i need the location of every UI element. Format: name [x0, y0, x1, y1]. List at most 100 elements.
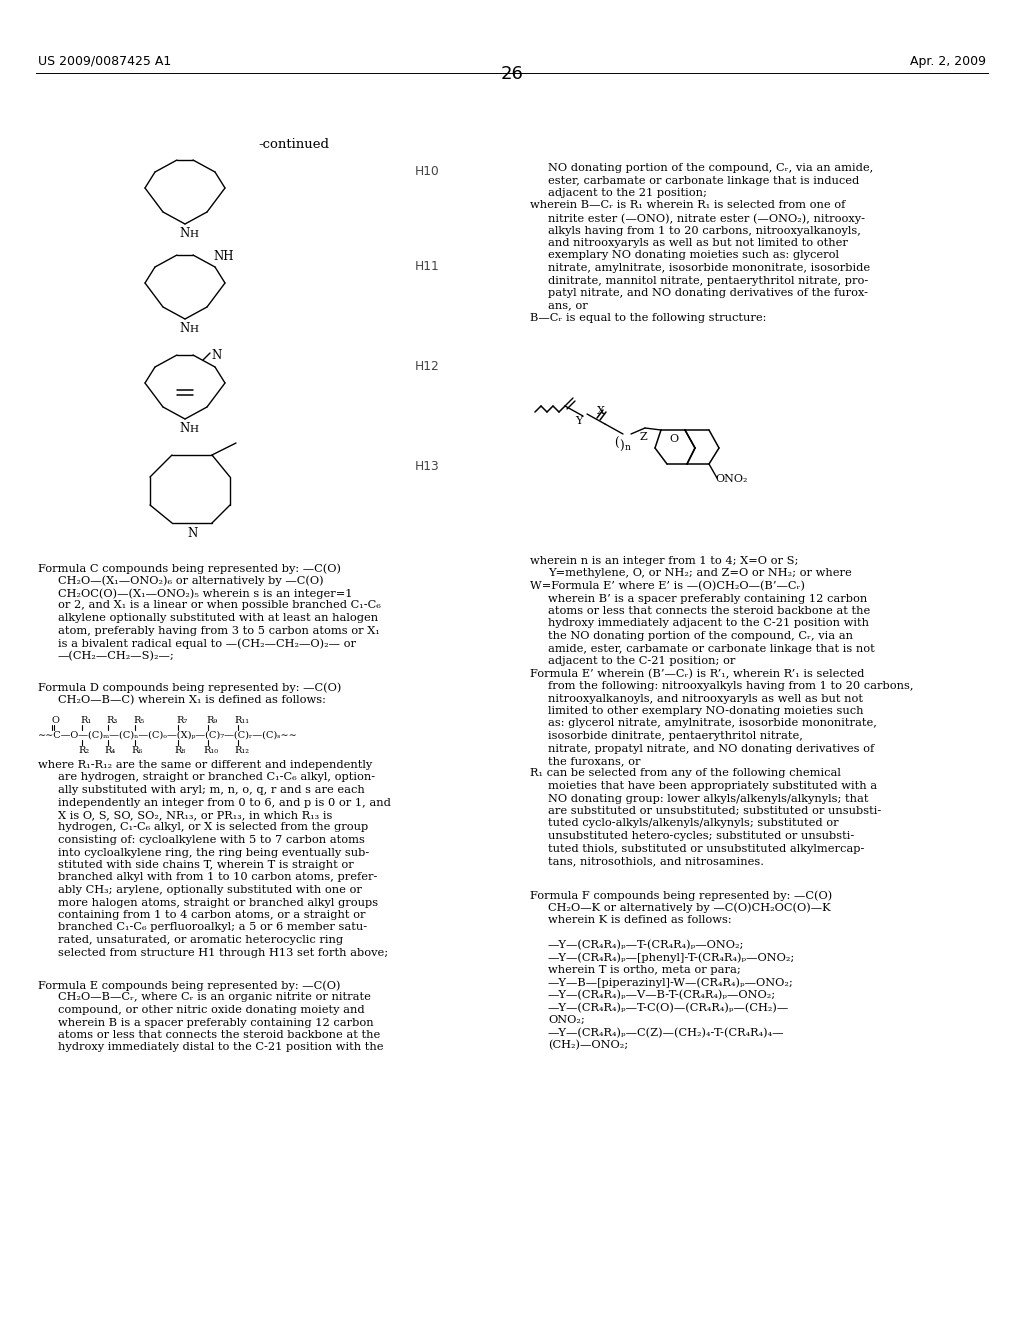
Text: ester, carbamate or carbonate linkage that is induced: ester, carbamate or carbonate linkage th… [548, 176, 859, 186]
Text: H: H [189, 230, 198, 239]
Text: R₈: R₈ [174, 746, 185, 755]
Text: H: H [189, 425, 198, 434]
Text: O: O [669, 434, 678, 444]
Text: patyl nitrate, and NO donating derivatives of the furox-: patyl nitrate, and NO donating derivativ… [548, 288, 868, 298]
Text: where R₁-R₁₂ are the same or different and independently: where R₁-R₁₂ are the same or different a… [38, 760, 373, 770]
Text: moieties that have been appropriately substituted with a: moieties that have been appropriately su… [548, 781, 878, 791]
Text: H10: H10 [415, 165, 439, 178]
Text: ably CH₃; arylene, optionally substituted with one or: ably CH₃; arylene, optionally substitute… [58, 884, 361, 895]
Text: N: N [187, 527, 198, 540]
Text: R₅: R₅ [133, 715, 144, 725]
Text: R₆: R₆ [131, 746, 142, 755]
Text: unsubstituted hetero-cycles; substituted or unsubsti-: unsubstituted hetero-cycles; substituted… [548, 832, 854, 841]
Text: Formula E’ wherein (B’—Cᵣ) is R’₁, wherein R’₁ is selected: Formula E’ wherein (B’—Cᵣ) is R’₁, where… [530, 668, 864, 678]
Text: adjacent to the C-21 position; or: adjacent to the C-21 position; or [548, 656, 735, 667]
Text: wherein B is a spacer preferably containing 12 carbon: wherein B is a spacer preferably contain… [58, 1018, 374, 1027]
Text: ONO₂;: ONO₂; [548, 1015, 585, 1026]
Text: Formula D compounds being represented by: —C(O): Formula D compounds being represented by… [38, 682, 341, 693]
Text: compound, or other nitric oxide donating moiety and: compound, or other nitric oxide donating… [58, 1005, 365, 1015]
Text: NO donating group: lower alkyls/alkenyls/alkynyls; that: NO donating group: lower alkyls/alkenyls… [548, 793, 868, 804]
Text: selected from structure H1 through H13 set forth above;: selected from structure H1 through H13 s… [58, 948, 388, 957]
Text: and nitrooxyaryls as well as but not limited to other: and nitrooxyaryls as well as but not lim… [548, 238, 848, 248]
Text: R₉: R₉ [206, 715, 217, 725]
Text: (: ( [614, 437, 618, 450]
Text: Y=methylene, O, or NH₂; and Z=O or NH₂; or where: Y=methylene, O, or NH₂; and Z=O or NH₂; … [548, 569, 852, 578]
Text: X is O, S, SO, SO₂, NR₁₃, or PR₁₃, in which R₁₃ is: X is O, S, SO, SO₂, NR₁₃, or PR₁₃, in wh… [58, 810, 333, 820]
Text: exemplary NO donating moieties such as: glycerol: exemplary NO donating moieties such as: … [548, 251, 839, 260]
Text: rated, unsaturated, or aromatic heterocyclic ring: rated, unsaturated, or aromatic heterocy… [58, 935, 343, 945]
Text: (CH₂)—ONO₂;: (CH₂)—ONO₂; [548, 1040, 628, 1051]
Text: tuted cyclo-alkyls/alkenyls/alkynyls; substituted or: tuted cyclo-alkyls/alkenyls/alkynyls; su… [548, 818, 839, 829]
Text: alkylene optionally substituted with at least an halogen: alkylene optionally substituted with at … [58, 612, 378, 623]
Text: as: glycerol nitrate, amylnitrate, isosorbide mononitrate,: as: glycerol nitrate, amylnitrate, isoso… [548, 718, 877, 729]
Text: hydroxy immediately distal to the C-21 position with the: hydroxy immediately distal to the C-21 p… [58, 1043, 384, 1052]
Text: nitrate, amylnitrate, isosorbide mononitrate, isosorbide: nitrate, amylnitrate, isosorbide mononit… [548, 263, 870, 273]
Text: wherein n is an integer from 1 to 4; X=O or S;: wherein n is an integer from 1 to 4; X=O… [530, 556, 799, 566]
Text: NH: NH [213, 249, 233, 263]
Text: ): ) [618, 440, 624, 453]
Text: ans, or: ans, or [548, 301, 588, 310]
Text: branched alkyl with from 1 to 10 carbon atoms, prefer-: branched alkyl with from 1 to 10 carbon … [58, 873, 378, 883]
Text: dinitrate, mannitol nitrate, pentaerythritol nitrate, pro-: dinitrate, mannitol nitrate, pentaerythr… [548, 276, 868, 285]
Text: wherein T is ortho, meta or para;: wherein T is ortho, meta or para; [548, 965, 740, 975]
Text: is a bivalent radical equal to —(CH₂—CH₂—O)₂— or: is a bivalent radical equal to —(CH₂—CH₂… [58, 638, 356, 648]
Text: NO donating portion of the compound, Cᵣ, via an amide,: NO donating portion of the compound, Cᵣ,… [548, 162, 873, 173]
Text: amide, ester, carbamate or carbonate linkage that is not: amide, ester, carbamate or carbonate lin… [548, 644, 874, 653]
Text: H12: H12 [415, 360, 439, 374]
Text: 26: 26 [501, 65, 523, 83]
Text: Formula C compounds being represented by: —C(O): Formula C compounds being represented by… [38, 564, 341, 574]
Text: N: N [179, 422, 189, 436]
Text: consisting of: cycloalkylene with 5 to 7 carbon atoms: consisting of: cycloalkylene with 5 to 7… [58, 836, 365, 845]
Text: wherein B—Cᵣ is R₁ wherein R₁ is selected from one of: wherein B—Cᵣ is R₁ wherein R₁ is selecte… [530, 201, 846, 210]
Text: nitrate, propatyl nitrate, and NO donating derivatives of: nitrate, propatyl nitrate, and NO donati… [548, 743, 874, 754]
Text: atom, preferably having from 3 to 5 carbon atoms or X₁: atom, preferably having from 3 to 5 carb… [58, 626, 380, 635]
Text: R₁₁: R₁₁ [234, 715, 249, 725]
Text: CH₂O—B—Cᵣ, where Cᵣ is an organic nitrite or nitrate: CH₂O—B—Cᵣ, where Cᵣ is an organic nitrit… [58, 993, 371, 1002]
Text: CH₂OC(O)—(X₁—ONO₂)₅ wherein s is an integer=1: CH₂OC(O)—(X₁—ONO₂)₅ wherein s is an inte… [58, 587, 352, 598]
Text: tuted thiols, substituted or unsubstituted alkylmercap-: tuted thiols, substituted or unsubstitut… [548, 843, 864, 854]
Text: R₁₂: R₁₂ [234, 746, 249, 755]
Text: —Y—(CR₄R₄)ₚ—T-(CR₄R₄)ₚ—ONO₂;: —Y—(CR₄R₄)ₚ—T-(CR₄R₄)ₚ—ONO₂; [548, 940, 744, 950]
Text: into cycloalkylene ring, the ring being eventually sub-: into cycloalkylene ring, the ring being … [58, 847, 370, 858]
Text: X: X [597, 407, 605, 416]
Text: nitrooxyalkanoyls, and nitrooxyaryls as well as but not: nitrooxyalkanoyls, and nitrooxyaryls as … [548, 693, 863, 704]
Text: R₄: R₄ [104, 746, 116, 755]
Text: or 2, and X₁ is a linear or when possible branched C₁-C₆: or 2, and X₁ is a linear or when possibl… [58, 601, 381, 610]
Text: H13: H13 [415, 459, 439, 473]
Text: are hydrogen, straight or branched C₁-C₆ alkyl, option-: are hydrogen, straight or branched C₁-C₆… [58, 772, 375, 783]
Text: —Y—(CR₄R₄)ₚ—V—B-T-(CR₄R₄)ₚ—ONO₂;: —Y—(CR₄R₄)ₚ—V—B-T-(CR₄R₄)ₚ—ONO₂; [548, 990, 776, 1001]
Text: R₁₀: R₁₀ [203, 746, 218, 755]
Text: atoms or less that connects the steroid backbone at the: atoms or less that connects the steroid … [548, 606, 870, 616]
Text: stituted with side chains T, wherein T is straight or: stituted with side chains T, wherein T i… [58, 861, 353, 870]
Text: branched C₁-C₆ perfluoroalkyl; a 5 or 6 member satu-: branched C₁-C₆ perfluoroalkyl; a 5 or 6 … [58, 923, 368, 932]
Text: ∼∼C—O—(C)ₘ—(C)ₙ—(C)ₒ—(X)ₚ—(C)₇—(C)ᵣ—(C)ₛ∼∼: ∼∼C—O—(C)ₘ—(C)ₙ—(C)ₒ—(X)ₚ—(C)₇—(C)ᵣ—(C)ₛ… [38, 731, 298, 741]
Text: atoms or less that connects the steroid backbone at the: atoms or less that connects the steroid … [58, 1030, 380, 1040]
Text: limited to other exemplary NO-donating moieties such: limited to other exemplary NO-donating m… [548, 706, 863, 715]
Text: tans, nitrosothiols, and nitrosamines.: tans, nitrosothiols, and nitrosamines. [548, 855, 764, 866]
Text: R₇: R₇ [176, 715, 187, 725]
Text: -continued: -continued [258, 139, 329, 150]
Text: —Y—(CR₄R₄)ₚ—C(Z)—(CH₂)₄-T-(CR₄R₄)₄—: —Y—(CR₄R₄)ₚ—C(Z)—(CH₂)₄-T-(CR₄R₄)₄— [548, 1027, 784, 1038]
Text: the NO donating portion of the compound, Cᵣ, via an: the NO donating portion of the compound,… [548, 631, 853, 642]
Text: N: N [211, 348, 221, 362]
Text: N: N [179, 322, 189, 335]
Text: CH₂O—K or alternatively by —C(O)CH₂OC(O)—K: CH₂O—K or alternatively by —C(O)CH₂OC(O)… [548, 903, 830, 913]
Text: R₁: R₁ [80, 715, 91, 725]
Text: Y: Y [575, 416, 583, 426]
Text: n: n [625, 444, 631, 451]
Text: R₁ can be selected from any of the following chemical: R₁ can be selected from any of the follo… [530, 768, 841, 779]
Text: from the following: nitrooxyalkyls having from 1 to 20 carbons,: from the following: nitrooxyalkyls havin… [548, 681, 913, 690]
Text: B—Cᵣ is equal to the following structure:: B—Cᵣ is equal to the following structure… [530, 313, 766, 323]
Text: CH₂O—B—C) wherein X₁ is defined as follows:: CH₂O—B—C) wherein X₁ is defined as follo… [58, 694, 326, 705]
Text: R₂: R₂ [78, 746, 89, 755]
Text: Z: Z [640, 432, 647, 442]
Text: CH₂O—(X₁—ONO₂)₆ or alternatively by —C(O): CH₂O—(X₁—ONO₂)₆ or alternatively by —C(O… [58, 576, 324, 586]
Text: are substituted or unsubstituted; substituted or unsubsti-: are substituted or unsubstituted; substi… [548, 807, 882, 816]
Text: independently an integer from 0 to 6, and p is 0 or 1, and: independently an integer from 0 to 6, an… [58, 797, 391, 808]
Text: adjacent to the 21 position;: adjacent to the 21 position; [548, 187, 707, 198]
Text: R₃: R₃ [106, 715, 118, 725]
Text: wherein K is defined as follows:: wherein K is defined as follows: [548, 915, 731, 925]
Text: W=Formula E’ where E’ is —(O)CH₂O—(B’—Cᵣ): W=Formula E’ where E’ is —(O)CH₂O—(B’—Cᵣ… [530, 581, 805, 591]
Text: ONO₂: ONO₂ [715, 474, 748, 484]
Text: isosorbide dinitrate, pentaerythritol nitrate,: isosorbide dinitrate, pentaerythritol ni… [548, 731, 803, 741]
